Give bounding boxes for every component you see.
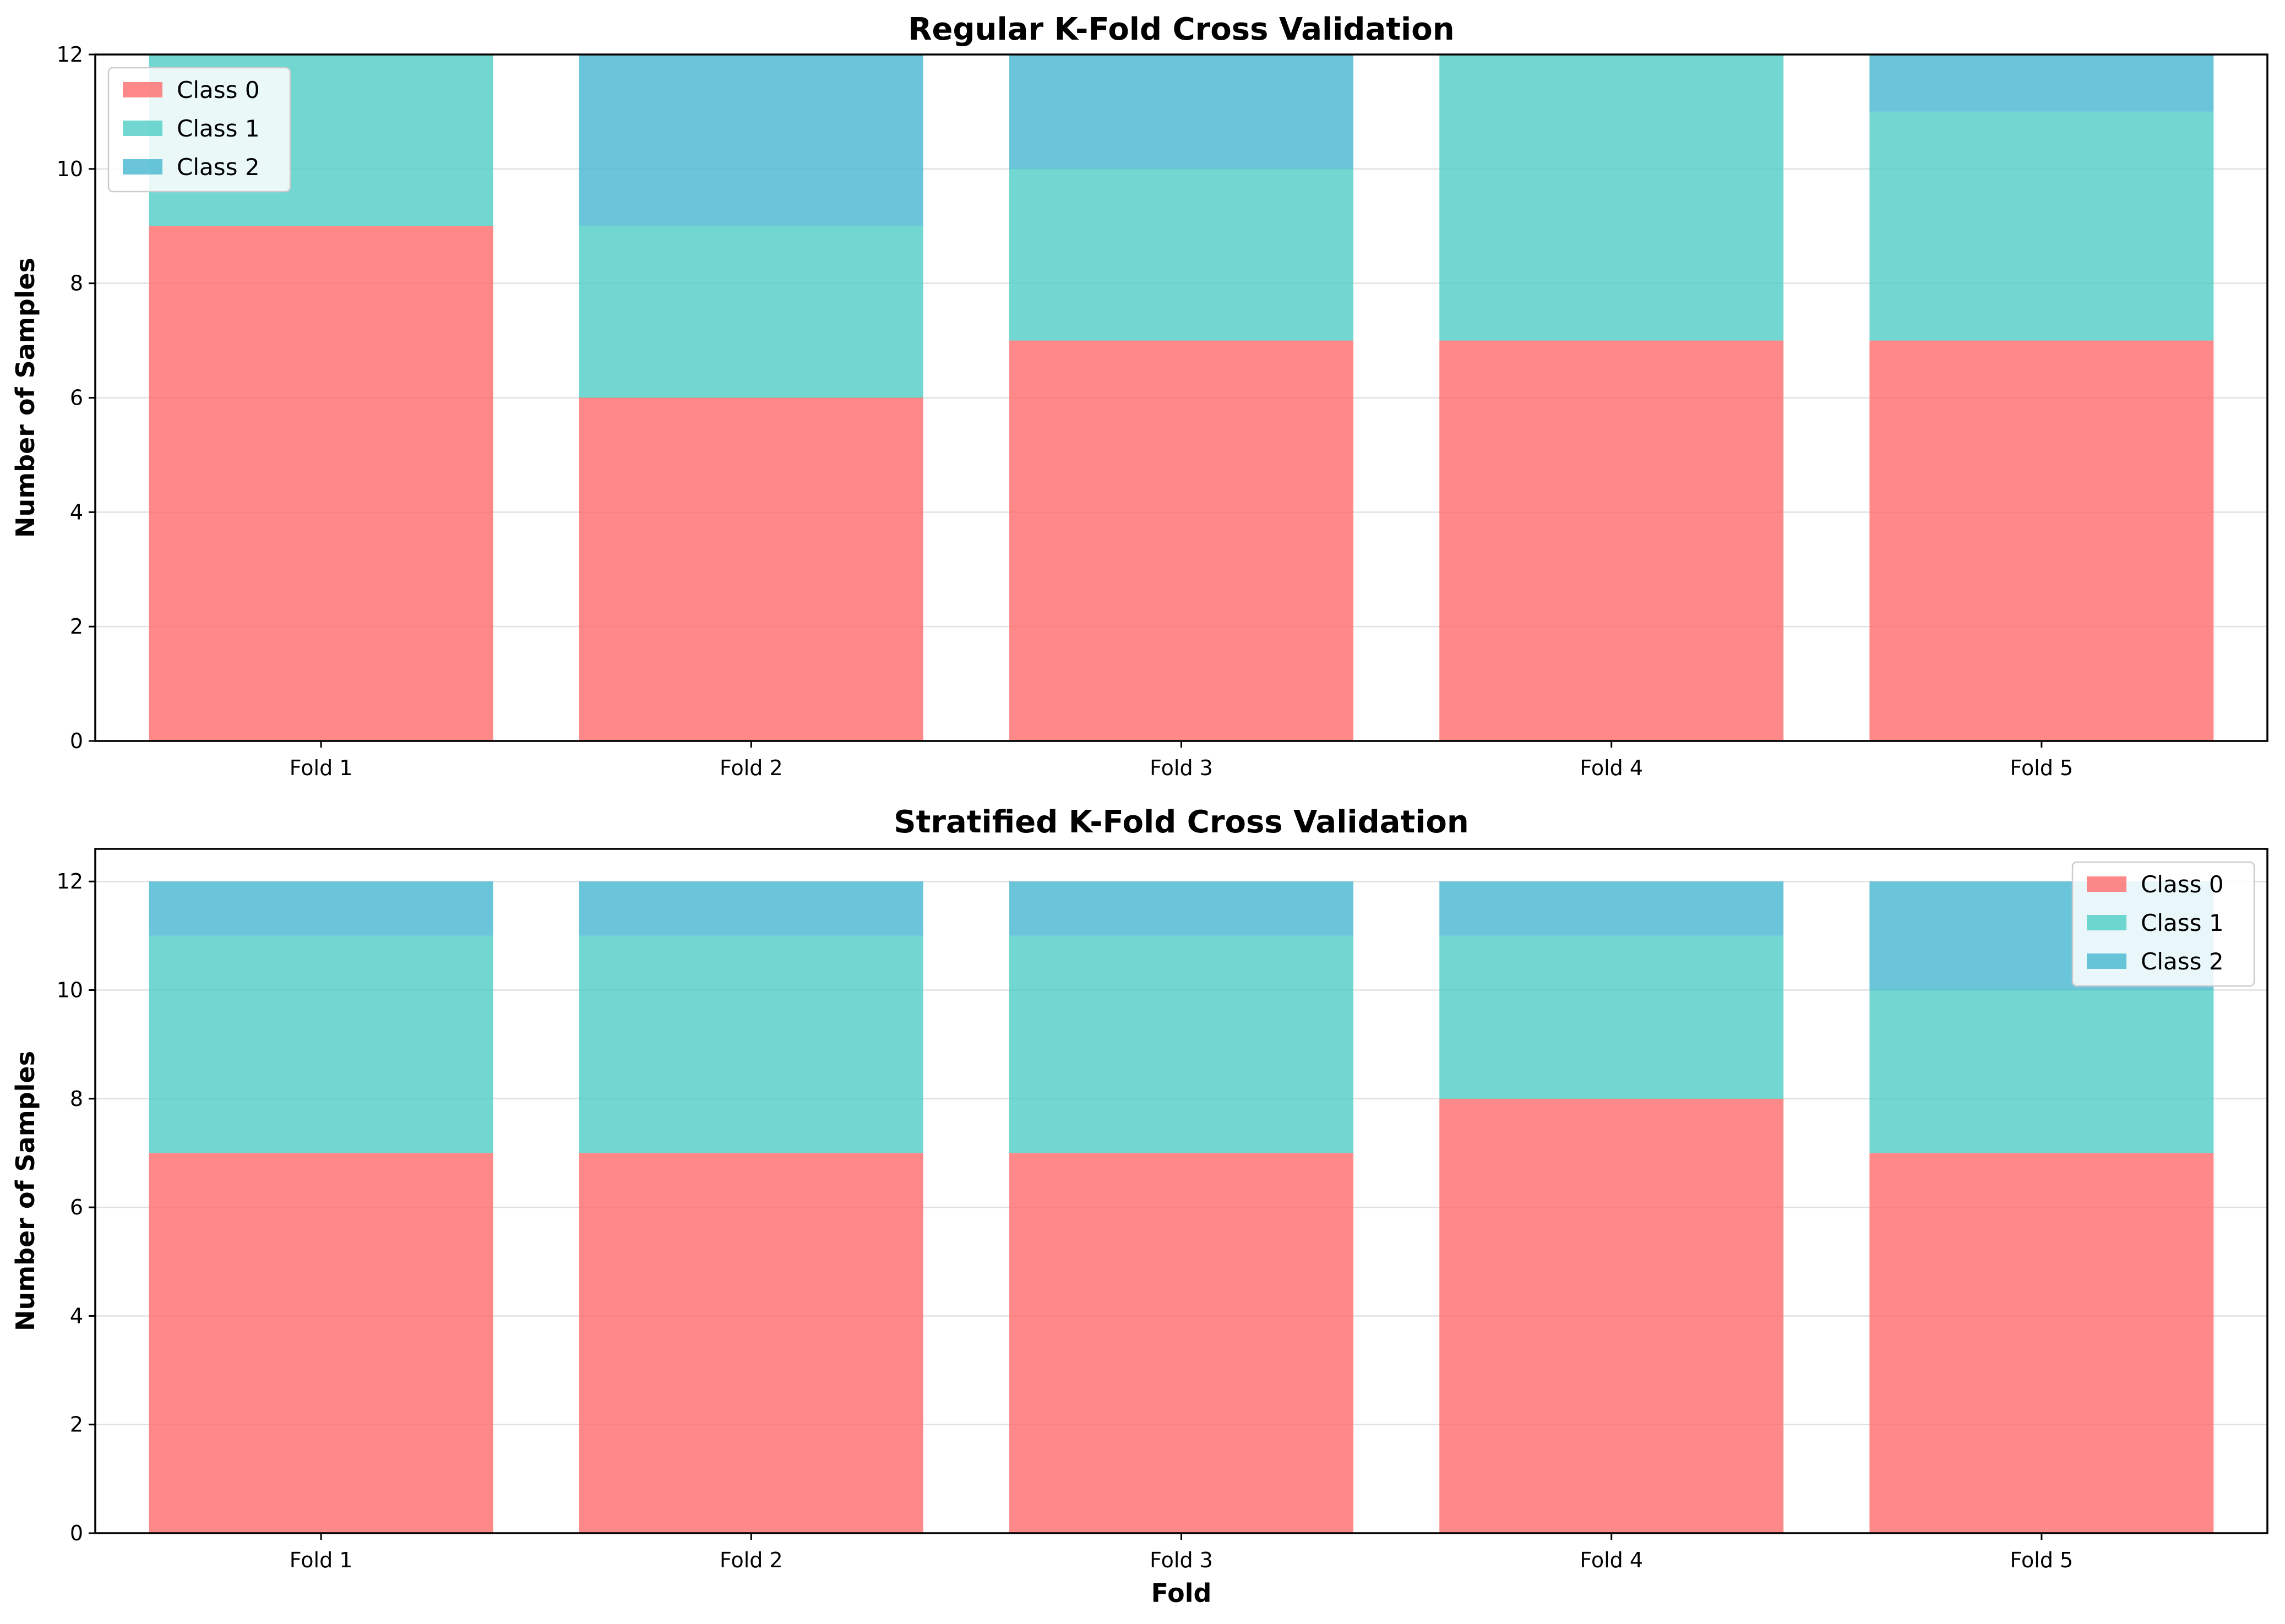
legend-swatch: [123, 159, 162, 175]
x-tick-label: Fold 2: [720, 756, 783, 780]
y-tick-label: 12: [57, 42, 83, 67]
y-tick-label: 2: [70, 1413, 83, 1437]
y-tick-label: 10: [57, 157, 83, 181]
y-tick-label: 0: [70, 729, 83, 753]
x-tick-label: Fold 3: [1150, 1548, 1213, 1572]
y-tick-label: 4: [70, 1304, 83, 1328]
bar-segment-class-2: [1439, 881, 1784, 936]
legend-label: Class 0: [177, 77, 260, 103]
bar-segment-class-1: [1439, 55, 1784, 341]
legend: Class 0 Class 1 Class 2: [2071, 861, 2255, 987]
y-tick-label: 8: [70, 1087, 83, 1111]
bar-segment-class-2: [579, 881, 923, 936]
x-tick-label: Fold 3: [1150, 756, 1213, 780]
x-tick-label: Fold 4: [1580, 1548, 1643, 1572]
y-tick-label: 6: [70, 1195, 83, 1219]
x-tick-label: Fold 4: [1580, 756, 1643, 780]
y-tick-label: 8: [70, 271, 83, 296]
bar-segment-class-0: [1439, 1098, 1784, 1533]
bar-segment-class-2: [149, 881, 493, 936]
legend-swatch: [123, 82, 162, 97]
bar-segment-class-0: [1009, 340, 1353, 741]
bar-segment-class-2: [1869, 55, 2214, 112]
bar-segment-class-0: [1439, 340, 1784, 741]
legend-swatch: [123, 121, 162, 136]
bar-segment-class-0: [579, 1153, 923, 1533]
y-tick-label: 4: [70, 500, 83, 524]
y-tick-label: 6: [70, 386, 83, 410]
bar-segment-class-1: [579, 935, 923, 1153]
bar-segment-class-1: [149, 935, 493, 1153]
chart-panel-stratified-kfold: Stratified K-Fold Cross Validation Numbe…: [10, 804, 2268, 1608]
x-axis-label: Fold: [1151, 1578, 1212, 1608]
y-axis-label: Number of Samples: [10, 258, 40, 538]
bar-segment-class-0: [579, 397, 923, 741]
legend: Class 0 Class 1 Class 2: [107, 67, 291, 193]
legend-label: Class 1: [177, 115, 260, 142]
x-tick-label: Fold 1: [290, 756, 353, 780]
chart-title: Regular K-Fold Cross Validation: [908, 12, 1454, 47]
bar-segment-class-0: [1869, 340, 2214, 741]
bar-segment-class-0: [1869, 1153, 2214, 1533]
legend-swatch: [2087, 915, 2126, 930]
bar-segment-class-0: [1009, 1153, 1353, 1533]
bar-segment-class-1: [1439, 935, 1784, 1099]
x-tick-label: Fold 2: [720, 1548, 783, 1572]
x-tick-label: Fold 1: [290, 1548, 353, 1572]
y-tick-label: 12: [57, 869, 83, 893]
legend-label: Class 1: [2141, 909, 2224, 936]
legend-swatch: [2087, 953, 2126, 969]
y-tick-label: 0: [70, 1521, 83, 1545]
bar-segment-class-0: [149, 226, 493, 741]
bar-segment-class-2: [1009, 881, 1353, 936]
bar-segment-class-2: [579, 55, 923, 226]
y-axis-label: Number of Samples: [10, 1051, 40, 1331]
x-tick-label: Fold 5: [2010, 1548, 2074, 1572]
y-tick-label: 2: [70, 614, 83, 639]
bar-segment-class-1: [1869, 111, 2214, 341]
bar-segment-class-1: [1009, 935, 1353, 1153]
legend-label: Class 2: [2141, 948, 2224, 975]
bar-segment-class-1: [579, 226, 923, 398]
bar-segment-class-1: [1869, 990, 2214, 1153]
legend-label: Class 0: [2141, 871, 2224, 898]
chart-panel-regular-kfold: Regular K-Fold Cross Validation Number o…: [10, 12, 2268, 780]
chart-title: Stratified K-Fold Cross Validation: [894, 804, 1469, 840]
bar-segment-class-0: [149, 1153, 493, 1533]
legend-swatch: [2087, 876, 2126, 892]
bar-segment-class-2: [1009, 55, 1353, 169]
legend-label: Class 2: [177, 154, 260, 181]
y-tick-label: 10: [57, 978, 83, 1002]
bar-segment-class-1: [1009, 168, 1353, 341]
x-tick-label: Fold 5: [2010, 756, 2074, 780]
